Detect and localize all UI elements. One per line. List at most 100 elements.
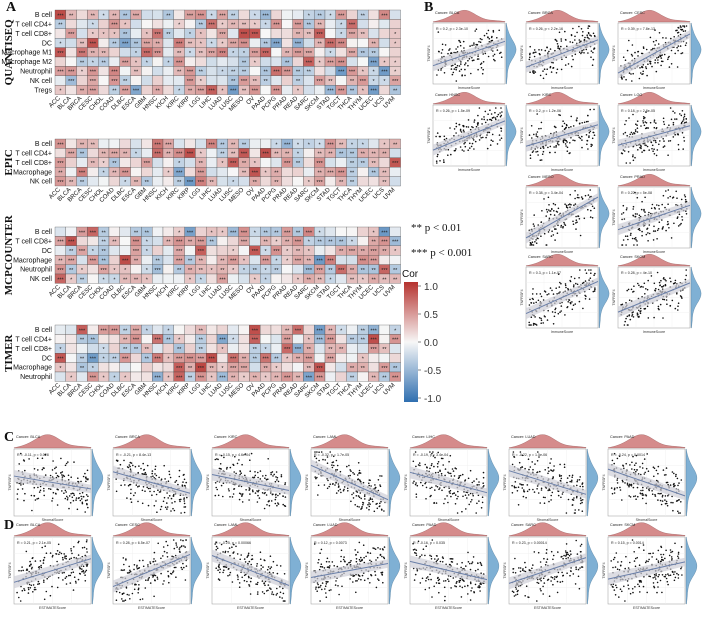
heatmap-cell: [141, 19, 153, 29]
data-point: [379, 484, 381, 486]
significance-mark: **: [209, 240, 214, 246]
data-point: [318, 459, 320, 462]
data-point: [437, 461, 440, 463]
data-point: [435, 135, 437, 138]
data-point: [442, 159, 445, 161]
data-point: [449, 472, 452, 475]
significance-mark: *: [221, 230, 224, 236]
data-point: [682, 30, 685, 32]
data-point: [581, 34, 584, 37]
significance-mark: ***: [219, 32, 226, 38]
significance-mark: *: [70, 277, 73, 283]
data-point: [567, 498, 570, 501]
data-point: [475, 478, 478, 480]
data-point: [77, 497, 80, 500]
data-point: [553, 210, 555, 212]
heatmap-cell: [108, 176, 120, 187]
data-point: [478, 107, 481, 109]
data-point: [680, 222, 682, 225]
heatmap-cell: [260, 324, 272, 335]
significance-mark: ***: [273, 42, 280, 48]
significance-mark: ***: [306, 51, 313, 57]
data-point: [578, 136, 580, 139]
data-point: [473, 121, 476, 123]
data-point: [30, 494, 33, 497]
data-point: [63, 475, 66, 478]
significance-mark: ***: [252, 171, 259, 177]
data-point: [471, 499, 473, 501]
correlation-stat: R = 0.39, p = 7.8e-13: [621, 27, 655, 31]
significance-mark: **: [231, 152, 236, 158]
heatmap-cell: [87, 236, 99, 246]
data-point: [560, 310, 562, 312]
data-point: [437, 471, 440, 474]
data-point: [588, 298, 591, 300]
data-point: [494, 111, 496, 114]
data-point: [475, 125, 478, 128]
heatmap-cell: [378, 38, 390, 48]
row-label: B cell: [35, 327, 53, 334]
correlation-stat: R = -0.22, p = 1.5e-06: [512, 453, 547, 457]
data-point: [543, 68, 546, 70]
data-point: [446, 495, 448, 497]
significance-mark: ***: [392, 338, 399, 344]
data-point: [679, 224, 681, 226]
data-point: [467, 126, 470, 128]
data-point: [87, 478, 89, 481]
heatmap-cell: [184, 56, 196, 67]
significance-mark: ***: [219, 338, 226, 344]
data-point: [532, 288, 534, 290]
data-point: [270, 473, 272, 476]
data-point: [138, 485, 140, 487]
data-point: [634, 129, 637, 131]
data-point: [528, 488, 531, 491]
significance-mark: **: [134, 70, 139, 76]
data-point: [667, 58, 669, 61]
heatmap-cell: [324, 19, 336, 29]
data-point: [475, 512, 478, 514]
significance-mark: ***: [316, 259, 323, 265]
significance-mark: ***: [284, 230, 291, 236]
significance-mark: ***: [370, 259, 377, 265]
data-point: [52, 491, 55, 494]
data-point: [57, 475, 60, 478]
data-point: [680, 479, 683, 481]
significance-mark: *: [254, 23, 257, 29]
heatmap-cell: [162, 19, 174, 29]
data-point: [575, 228, 577, 230]
y-axis-label: TNFRSF4: [612, 45, 616, 61]
data-point: [179, 500, 181, 503]
data-point: [56, 504, 59, 506]
heatmap-cell: [227, 343, 239, 354]
data-point: [439, 487, 441, 489]
data-point: [665, 299, 668, 301]
heatmap-cell: [378, 255, 390, 265]
data-point: [133, 494, 135, 497]
heatmap-cell: [227, 28, 239, 39]
significance-mark: ***: [295, 347, 302, 353]
significance-mark: ***: [133, 13, 140, 19]
data-point: [587, 31, 590, 34]
data-point: [85, 476, 87, 479]
significance-mark: *: [146, 32, 149, 38]
significance-mark: ***: [154, 357, 161, 363]
significance-mark: *: [254, 60, 257, 66]
data-point: [576, 479, 579, 481]
data-point: [641, 497, 644, 500]
data-point: [586, 36, 589, 38]
data-point: [261, 492, 264, 494]
correlation-stat: R = 0.28, p = 4e-10: [621, 271, 652, 275]
data-point: [458, 123, 461, 126]
significance-mark: ***: [241, 32, 248, 38]
significance-mark: **: [307, 32, 312, 38]
data-point: [576, 196, 579, 199]
data-point: [277, 494, 279, 497]
data-point: [574, 303, 576, 305]
data-point: [640, 125, 642, 127]
significance-mark: **: [101, 60, 106, 66]
significance-mark: ***: [187, 180, 194, 186]
data-point: [590, 209, 592, 212]
data-point: [65, 491, 67, 493]
significance-mark: **: [263, 42, 268, 48]
data-point: [681, 219, 684, 221]
